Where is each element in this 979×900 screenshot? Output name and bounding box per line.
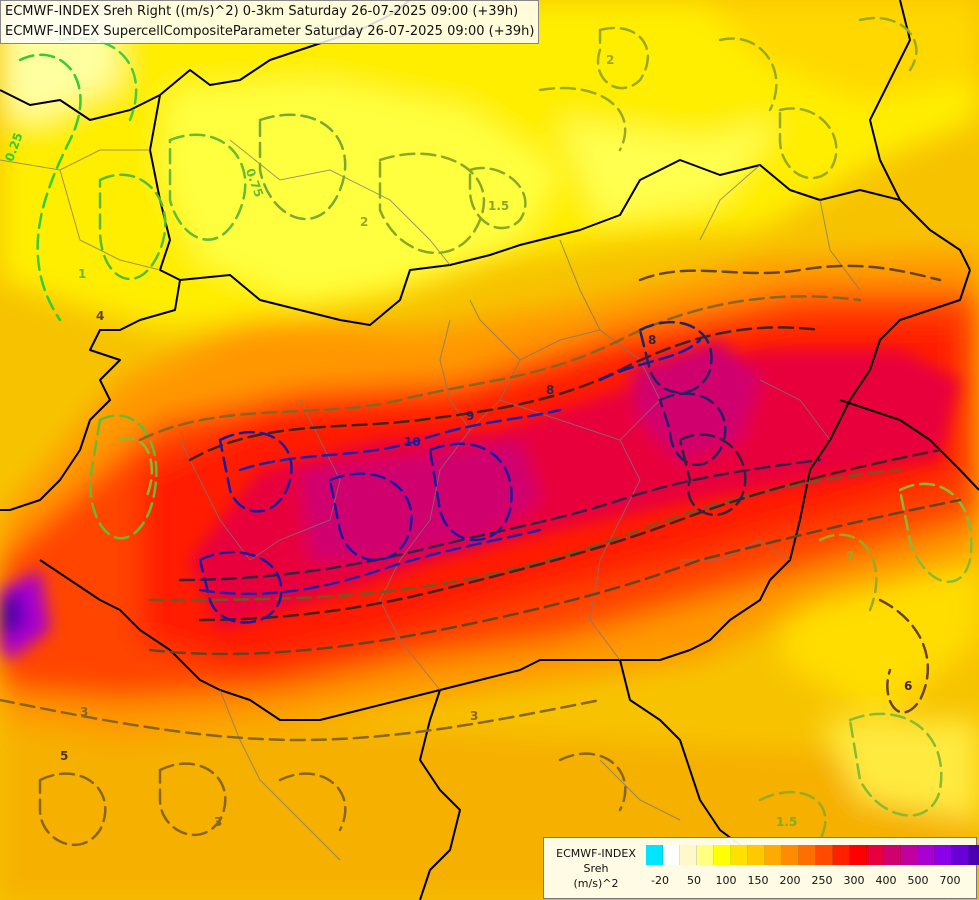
legend-param: Sreh [583,862,609,875]
legend-tick-label: 150 [747,874,769,887]
contour-label: 3 [214,815,222,829]
legend-swatch [799,845,816,865]
legend-swatch [697,845,714,865]
legend-tick-label: 300 [843,874,865,887]
legend-tick-label: 50 [687,874,701,887]
legend-title: ECMWF-INDEX Sreh (m/s)^2 [548,846,644,891]
legend-tick-label: -20 [651,874,669,887]
legend-swatch [714,845,731,865]
legend-unit: (m/s)^2 [573,877,619,890]
legend-ticks: -20 50 100 150 200 250 300 400 500 700 [646,874,974,888]
legend-swatch [850,845,867,865]
legend-tick-label: 200 [779,874,801,887]
contour-label: 9 [466,409,474,423]
contour-label: 4 [96,309,104,323]
legend-swatch [646,845,663,865]
contour-label: 8 [546,383,554,397]
title-line-scp: ECMWF-INDEX SupercellCompositeParameter … [5,24,535,39]
contour-label: 1 [78,267,86,281]
legend-swatch [867,845,884,865]
contour-label: 6 [904,679,912,693]
legend-tick-label: 250 [811,874,833,887]
legend-swatch [952,845,969,865]
contour-label: 1.5 [488,199,509,213]
contour-label: 1.5 [776,815,797,829]
legend-swatch [680,845,697,865]
contour-label: 2 [846,549,854,563]
legend-swatches [646,845,979,865]
contour-label: 2 [606,53,614,67]
contour-label: 10 [404,435,421,449]
contour-label: 8 [648,333,656,347]
contour-label: 5 [60,749,68,763]
legend-tick-label: 500 [907,874,929,887]
color-legend: ECMWF-INDEX Sreh (m/s)^2 -20 50 100 150 200 2… [543,837,979,899]
legend-swatch [816,845,833,865]
legend-swatch [782,845,799,865]
legend-swatch [765,845,782,865]
legend-swatch [901,845,918,865]
legend-swatch [935,845,952,865]
legend-swatch [884,845,901,865]
legend-swatch [969,845,979,865]
legend-model: ECMWF-INDEX [556,847,636,860]
legend-swatch [833,845,850,865]
contour-label: 3 [470,709,478,723]
scp-contours [0,16,973,847]
legend-tick-label: 100 [715,874,737,887]
contour-label: 2 [360,215,368,229]
contour-label: 3 [80,705,88,719]
legend-swatch [748,845,765,865]
legend-tick-label: 700 [939,874,961,887]
map-title-box: ECMWF-INDEX Sreh Right ((m/s)^2) 0-3km S… [0,0,540,44]
legend-swatch [663,845,680,865]
legend-swatch [918,845,935,865]
legend-tick-label: 400 [875,874,897,887]
title-line-sreh: ECMWF-INDEX Sreh Right ((m/s)^2) 0-3km S… [5,4,519,19]
legend-swatch [731,845,748,865]
